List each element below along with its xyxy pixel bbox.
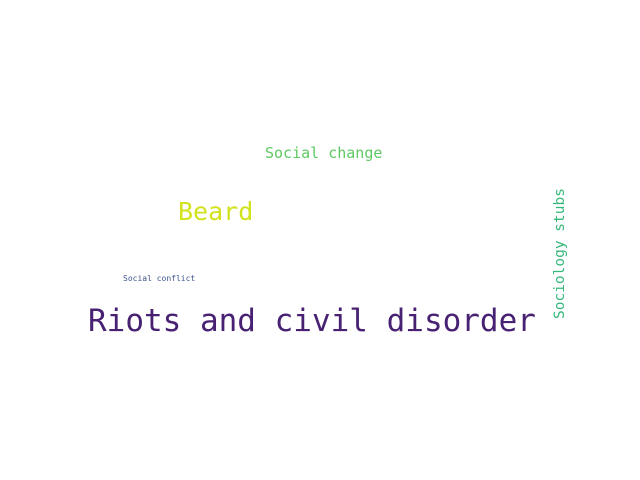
word-riots-and-civil-disorder: Riots and civil disorder bbox=[88, 303, 536, 339]
word-social-change: Social change bbox=[265, 144, 383, 162]
word-sociology-stubs: Sociology stubs bbox=[552, 188, 568, 319]
word-social-conflict: Social conflict bbox=[123, 274, 196, 283]
word-beard: Beard bbox=[178, 197, 254, 226]
